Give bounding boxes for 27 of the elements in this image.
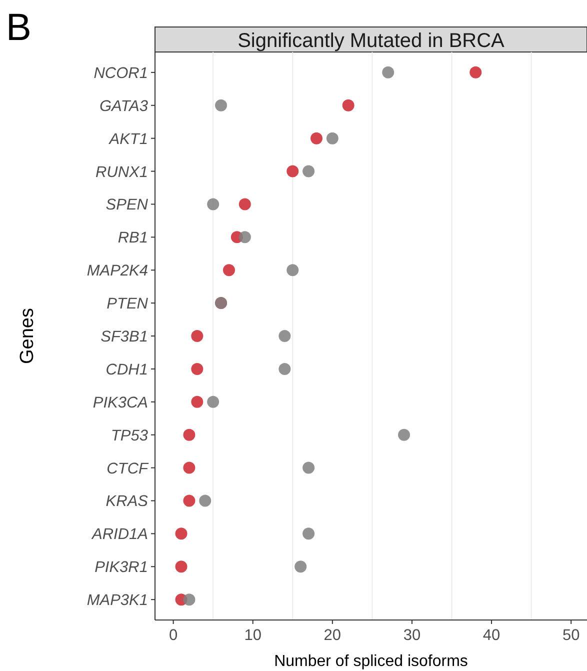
x-tick-label: 20	[324, 627, 342, 644]
y-tick-label: RB1	[118, 230, 148, 247]
y-tick-label: PTEN	[106, 296, 149, 313]
x-tick-label: 40	[482, 627, 501, 644]
y-tick-label: CTCF	[106, 460, 150, 478]
y-tick-label: SF3B1	[100, 328, 148, 346]
x-tick-label: 30	[403, 627, 421, 644]
y-tick-label: PIK3R1	[94, 559, 148, 576]
y-tick-label: AKT1	[108, 130, 148, 148]
y-tick-label: NCOR1	[94, 64, 148, 82]
y-tick-label: ARID1A	[91, 526, 148, 544]
y-tick-label: GATA3	[99, 98, 148, 115]
y-tick-label: KRAS	[106, 493, 149, 510]
y-tick-label: TP53	[110, 427, 148, 444]
x-tick-label: 10	[244, 627, 262, 644]
y-tick-label: SPEN	[106, 196, 149, 214]
x-tick-label: 0	[168, 627, 178, 644]
y-axis-title: Genes	[17, 308, 38, 364]
x-tick-label: 50	[562, 627, 580, 644]
x-axis-title: Number of spliced isoforms	[274, 653, 468, 670]
chart-title: Significantly Mutated in BRCA	[238, 30, 506, 52]
text: B	[6, 7, 32, 49]
y-tick-label: RUNX1	[95, 164, 148, 181]
y-tick-label: CDH1	[106, 361, 148, 378]
y-tick-label: MAP2K4	[86, 262, 148, 280]
y-tick-label: MAP3K1	[86, 592, 148, 610]
y-tick-label: PIK3CA	[92, 394, 148, 412]
